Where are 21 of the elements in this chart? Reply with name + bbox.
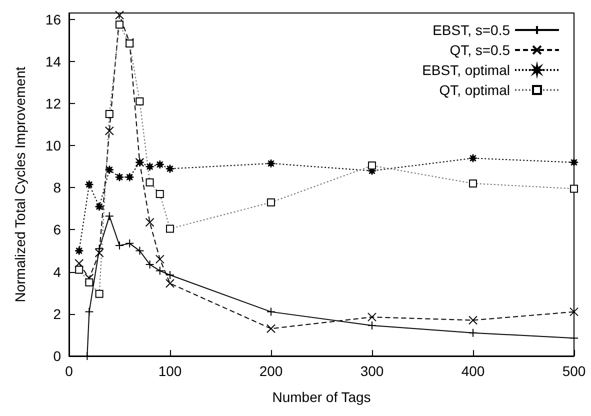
y-tick-label: 0 — [53, 348, 62, 364]
y-tick-label: 8 — [53, 180, 62, 196]
y-tick-label: 10 — [45, 138, 62, 154]
x-tick-label: 100 — [158, 363, 182, 379]
x-axis-title: Number of Tags — [272, 389, 371, 405]
y-axis-title: Normalized Total Cycles Improvement — [12, 66, 28, 302]
x-tick-label: 400 — [461, 363, 485, 379]
x-tick-label: 300 — [360, 363, 384, 379]
x-tick-label: 200 — [259, 363, 283, 379]
x-tick-label: 0 — [65, 363, 74, 379]
y-tick-label: 2 — [53, 306, 62, 322]
legend-label: QT, s=0.5 — [450, 42, 510, 58]
y-tick-label: 14 — [45, 53, 62, 70]
legend-label: EBST, s=0.5 — [432, 22, 510, 38]
y-tick-label: 12 — [45, 95, 62, 112]
x-tick-label: 500 — [562, 363, 586, 379]
y-tick-label: 4 — [53, 264, 62, 280]
legend-label: EBST, optimal — [422, 62, 510, 78]
legend-label: QT, optimal — [439, 82, 510, 98]
y-tick-label: 16 — [45, 11, 62, 28]
y-tick-label: 6 — [53, 222, 62, 238]
